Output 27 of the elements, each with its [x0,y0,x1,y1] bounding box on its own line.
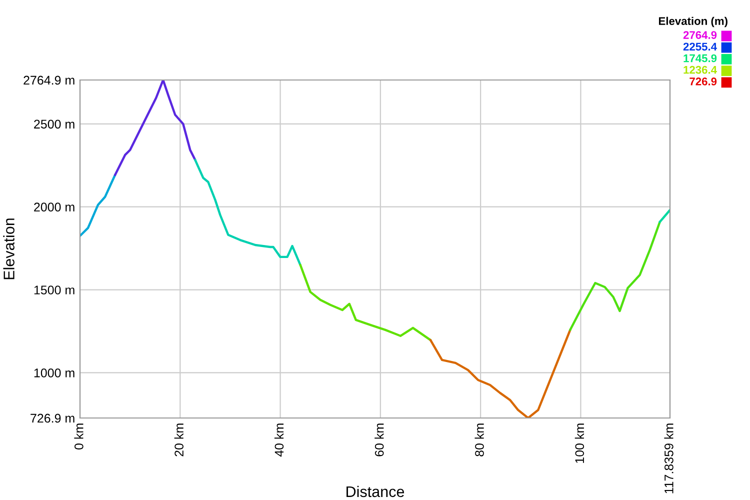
x-tick-label: 40 km [274,424,284,457]
line-series [299,264,432,342]
color-bar-label: 2255.4 [683,42,717,51]
y-tick-label: 1500 m [34,286,74,294]
color-bar-label: 2764.9 [683,31,717,39]
x-tick-label: 80 km [474,424,484,456]
x-tick-label: 60 km [374,424,384,456]
y-axis-title: Elevation [3,218,14,280]
line-series [569,220,661,332]
color-bar-label: 1236.4 [684,66,717,74]
y-tick-label: 2000 m [34,202,74,212]
x-tick-label: 100 km [574,424,584,463]
color-bar-label: 1745.9 [684,54,717,62]
legend-title: Elevation (m) [658,16,728,28]
line-series [429,328,572,418]
x-tick-label: 0 km [74,424,84,450]
x-tick-label: 117.8359 km [664,424,674,494]
line-series [80,174,116,237]
y-tick-label: 726.9 m [30,414,74,423]
x-tick-label: 20 km [174,424,184,456]
line-series [114,80,196,176]
y-tick-label: 2500 m [34,120,74,129]
y-tick-label: 1000 m [34,368,74,378]
color-bar-label: 726.9 [690,78,717,86]
x-axis-title: Distance [346,486,404,498]
line-series [194,158,302,266]
y-tick-label: 2764.9 m [24,76,74,85]
